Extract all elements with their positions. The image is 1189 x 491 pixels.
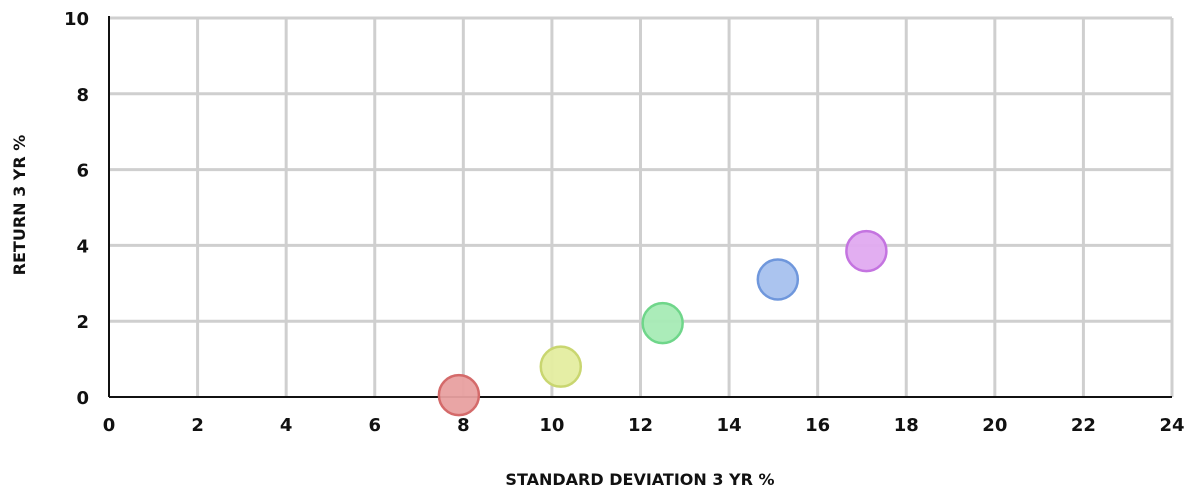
x-tick-label: 8: [457, 415, 470, 436]
x-tick-label: 24: [1159, 415, 1184, 436]
x-tick-label: 18: [894, 415, 919, 436]
x-tick-label: 2: [191, 415, 204, 436]
y-tick-label: 0: [76, 388, 89, 409]
axes: [108, 16, 1172, 398]
data-point: [539, 345, 583, 388]
x-tick-label: 20: [982, 415, 1007, 436]
y-tick-label: 2: [76, 312, 89, 333]
data-point: [845, 229, 888, 273]
x-tick-label: 22: [1071, 415, 1096, 436]
y-axis-title: RETURN 3 YR %: [10, 135, 29, 276]
x-tick-label: 10: [539, 415, 564, 436]
grid: [109, 16, 1174, 397]
x-tick-label: 14: [717, 415, 742, 436]
x-tick-label: 0: [103, 415, 116, 436]
y-tick-label: 10: [64, 9, 89, 30]
y-tick-label: 4: [76, 236, 89, 257]
data-point: [641, 301, 684, 345]
data-point: [437, 373, 481, 417]
data-point: [756, 258, 800, 301]
x-tick-label: 4: [280, 415, 293, 436]
x-tick-label: 12: [628, 415, 653, 436]
y-tick-labels: 0 2 4 6 8 10: [64, 9, 89, 409]
x-tick-label: 6: [368, 415, 381, 436]
data-points: [437, 229, 888, 417]
x-axis-title: STANDARD DEVIATION 3 YR %: [505, 470, 774, 489]
x-tick-labels: 0 2 4 6 8 10 12 14 16 18 20 22 24: [103, 415, 1185, 436]
y-tick-label: 6: [76, 161, 89, 182]
x-tick-label: 16: [805, 415, 830, 436]
y-tick-label: 8: [76, 85, 89, 106]
